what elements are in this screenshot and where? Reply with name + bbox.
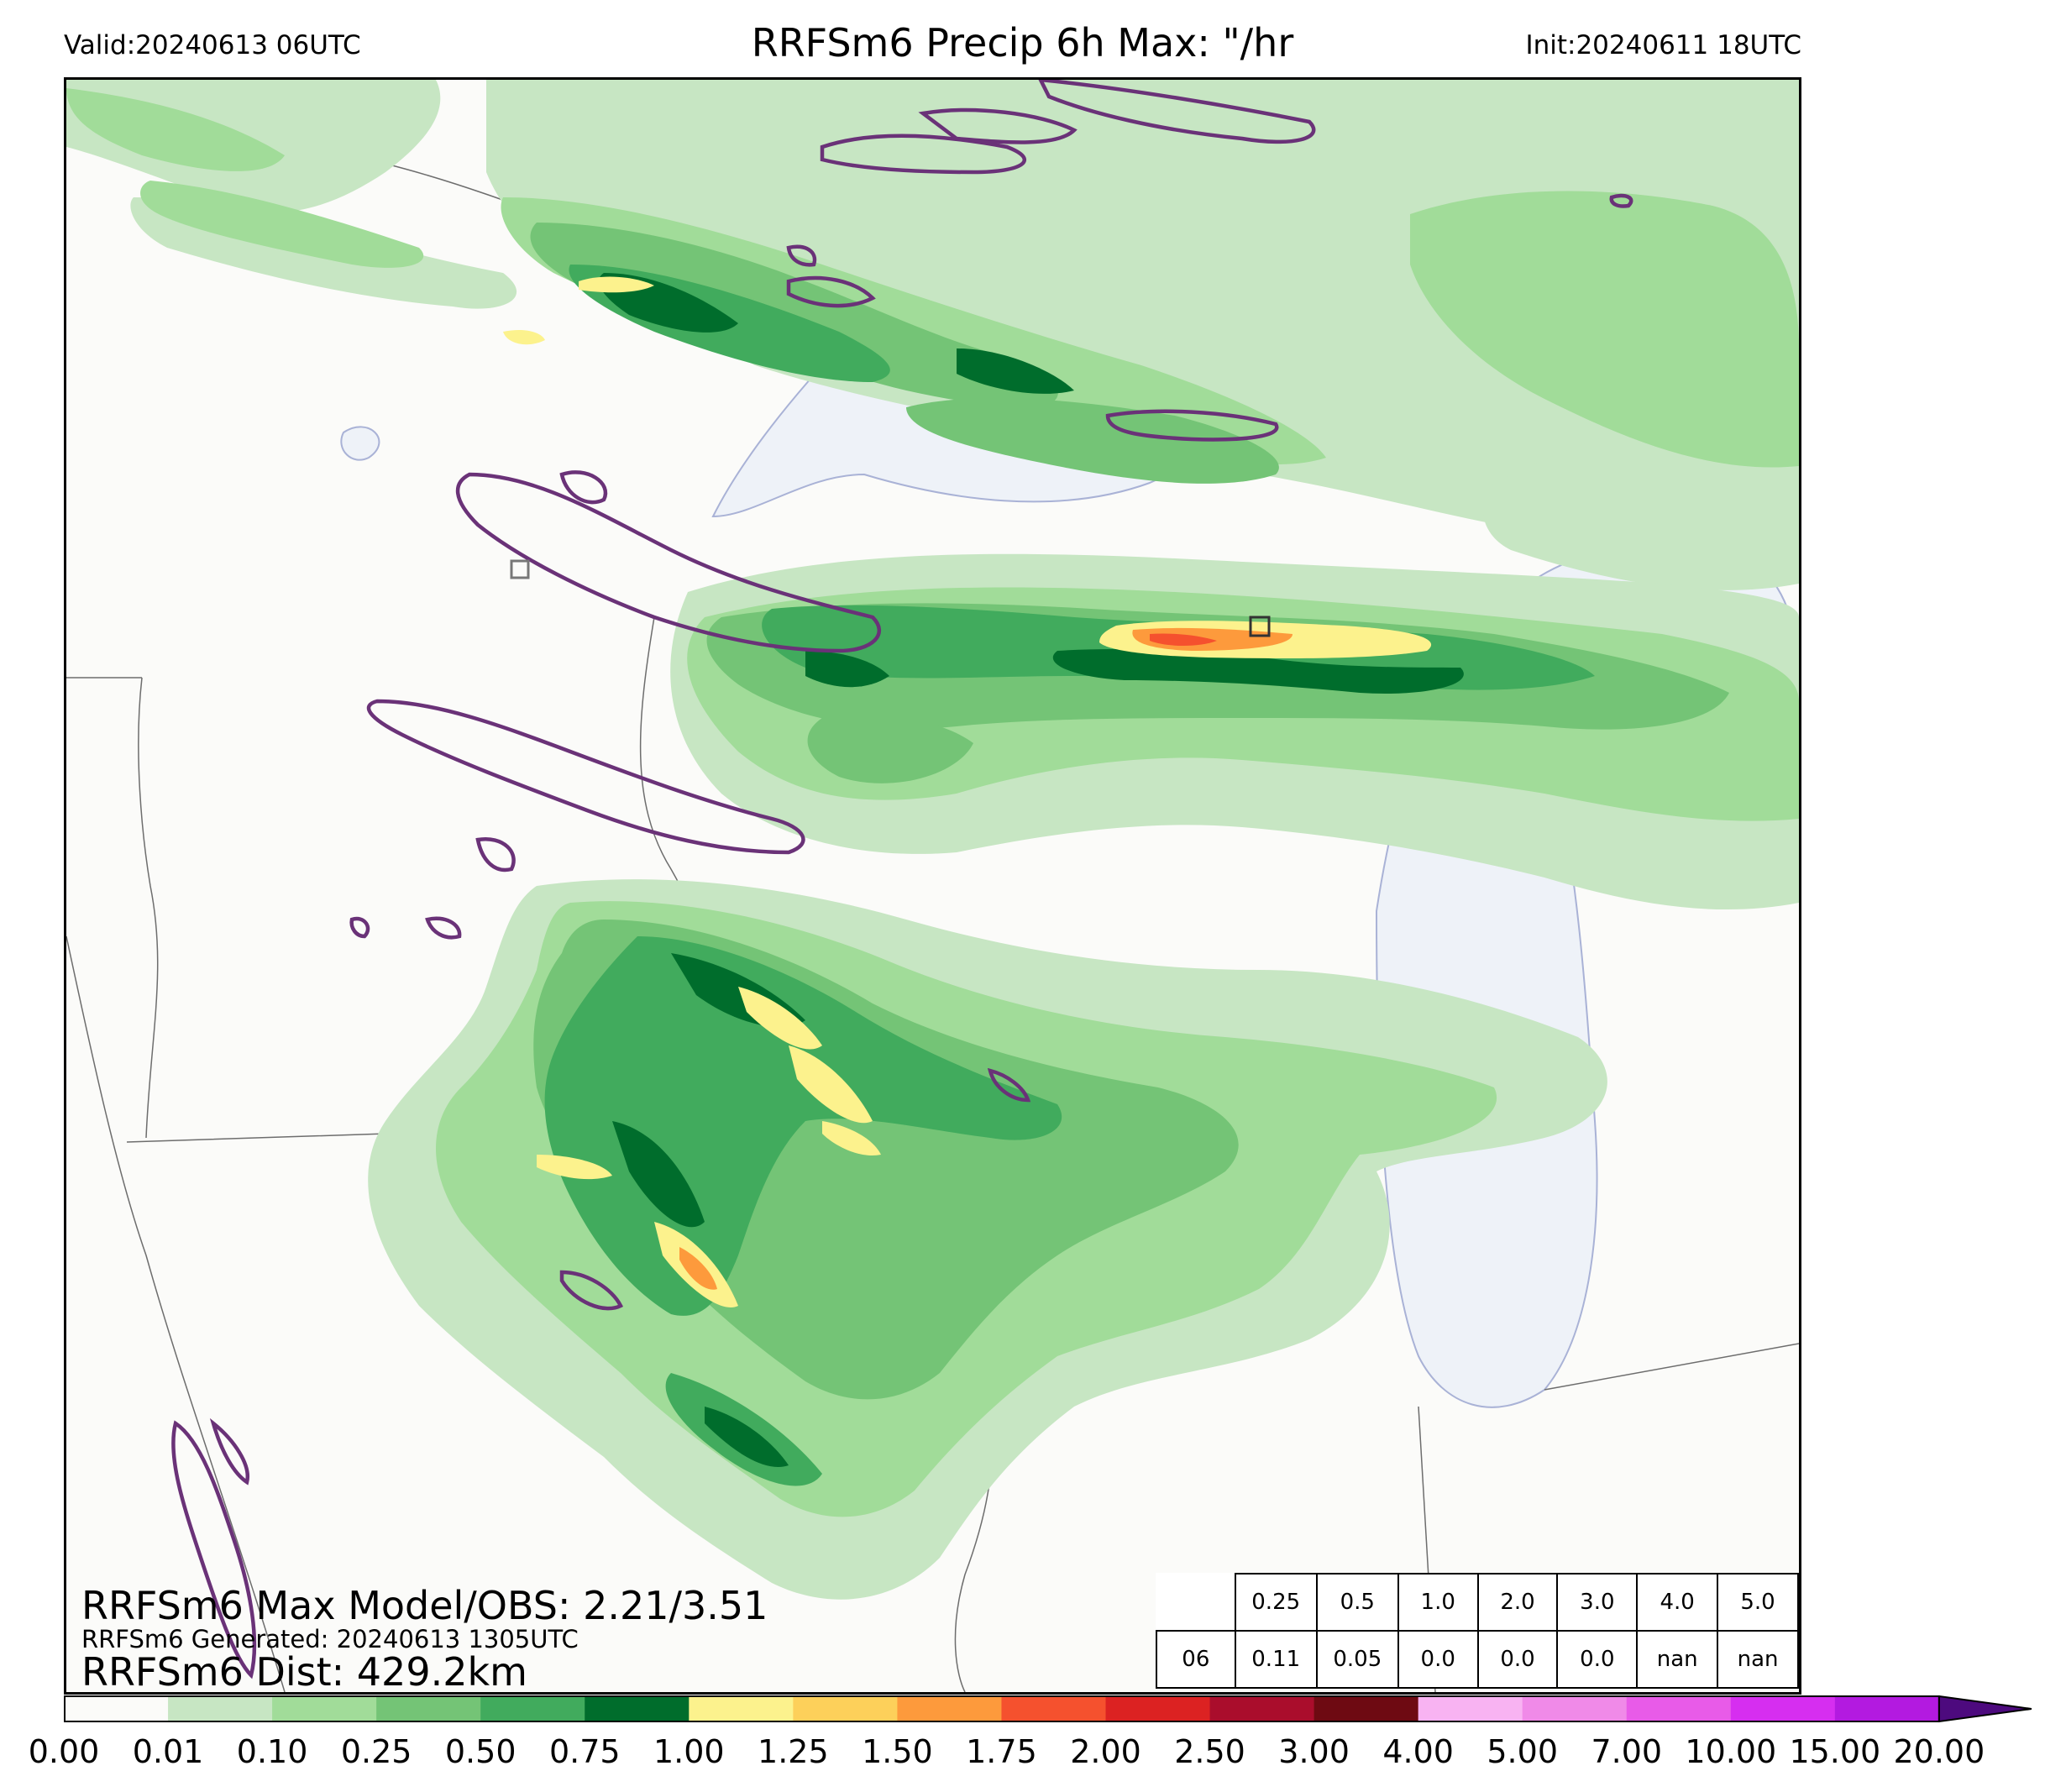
colorbar-tick-label: 1.25 [758, 1733, 829, 1770]
colorbar-tick-label: 0.10 [236, 1733, 308, 1770]
colorbar-extend-arrow [1938, 1695, 2032, 1723]
colorbar-segment [1105, 1696, 1211, 1721]
colorbar-segment [376, 1696, 481, 1721]
colorbar-outline [64, 1695, 1940, 1722]
colorbar-tick-label: 0.75 [548, 1733, 621, 1770]
value-cell: 0.0 [1397, 1630, 1479, 1689]
colorbar-segment [1418, 1696, 1523, 1721]
init-time-label: Init:20240611 18UTC [1525, 30, 1801, 60]
colorbar-tick-label: 5.00 [1487, 1733, 1558, 1770]
threshold-row: 0.25 0.5 1.0 2.0 3.0 4.0 5.0 [1156, 1573, 1799, 1632]
value-cell: 0.05 [1315, 1630, 1399, 1689]
value-cell: 0.0 [1476, 1630, 1559, 1689]
obs-max-marker [510, 559, 530, 579]
colorbar-segment [1001, 1696, 1106, 1721]
colorbar-tick-label: 1.50 [862, 1733, 933, 1770]
colorbar-tick-label: 2.00 [1070, 1733, 1141, 1770]
threshold-cell: 2.0 [1476, 1573, 1559, 1632]
colorbar-segment [1626, 1696, 1732, 1721]
colorbar-segment [897, 1696, 1002, 1721]
colorbar-tick-label: 0.50 [444, 1733, 516, 1770]
colorbar-tick-label: 0.00 [28, 1733, 100, 1770]
row-label-cell: 06 [1156, 1630, 1236, 1689]
colorbar-tick-label: 1.75 [966, 1733, 1037, 1770]
colorbar-tick-label: 2.50 [1174, 1733, 1245, 1770]
colorbar-tick-label: 4.00 [1382, 1733, 1454, 1770]
value-row: 06 0.11 0.05 0.0 0.0 0.0 nan nan [1156, 1630, 1799, 1689]
colorbar-tick-label: 0.25 [340, 1733, 412, 1770]
colorbar-segment [1522, 1696, 1628, 1721]
generated-label: RRFSm6 Generated: 20240613 1305UTC [81, 1625, 579, 1653]
value-cell: 0.11 [1234, 1630, 1318, 1689]
colorbar-segment [793, 1696, 898, 1721]
colorbar-segment [1314, 1696, 1419, 1721]
colorbar-tick-label: 3.00 [1278, 1733, 1350, 1770]
model-max-marker [1249, 616, 1271, 637]
colorbar-tick-label: 1.00 [653, 1733, 725, 1770]
colorbar-tick-label: 7.00 [1591, 1733, 1663, 1770]
value-cell: 0.0 [1556, 1630, 1639, 1689]
threshold-cell: 0.5 [1315, 1573, 1399, 1632]
colorbar-tick-label: 15.00 [1789, 1733, 1881, 1770]
value-cell: nan [1636, 1630, 1719, 1689]
colorbar-segment [1834, 1696, 1940, 1721]
colorbar [64, 1695, 2032, 1723]
threshold-cell: 3.0 [1556, 1573, 1639, 1632]
colorbar-segment [64, 1696, 169, 1721]
colorbar-tick-label: 20.00 [1893, 1733, 1985, 1770]
colorbar-segment [1209, 1696, 1315, 1721]
threshold-cell: 1.0 [1397, 1573, 1479, 1632]
threshold-cell: 4.0 [1636, 1573, 1719, 1632]
map-title: RRFSm6 Precip 6h Max: "/hr [751, 20, 1294, 65]
valid-time-label: Valid:20240613 06UTC [64, 30, 361, 60]
table-corner [1156, 1574, 1235, 1631]
colorbar-tick-label: 10.00 [1685, 1733, 1777, 1770]
distance-label: RRFSm6 Dist: 429.2km [81, 1649, 527, 1695]
precip-map-panel: RRFSm6 Max Model/OBS: 2.21/3.51 RRFSm6 G… [64, 77, 1801, 1695]
colorbar-tick-label: 0.01 [132, 1733, 204, 1770]
precip-field-intense [503, 276, 1432, 1307]
lake-small [340, 426, 380, 461]
threshold-cell: 5.0 [1717, 1573, 1799, 1632]
colorbar-segment [168, 1696, 273, 1721]
observed-precip-contours [171, 80, 1633, 1679]
precip-map-svg [66, 80, 1799, 1692]
max-model-obs-label: RRFSm6 Max Model/OBS: 2.21/3.51 [81, 1583, 768, 1628]
threshold-stats-table: 0.25 0.5 1.0 2.0 3.0 4.0 5.0 06 0.11 0.0… [1156, 1573, 1799, 1689]
colorbar-segment [689, 1696, 794, 1721]
colorbar-segment [585, 1696, 690, 1721]
value-cell: nan [1717, 1630, 1799, 1689]
colorbar-segment [480, 1696, 585, 1721]
colorbar-segment [1730, 1696, 1836, 1721]
colorbar-segment [272, 1696, 377, 1721]
threshold-cell: 0.25 [1234, 1573, 1318, 1632]
